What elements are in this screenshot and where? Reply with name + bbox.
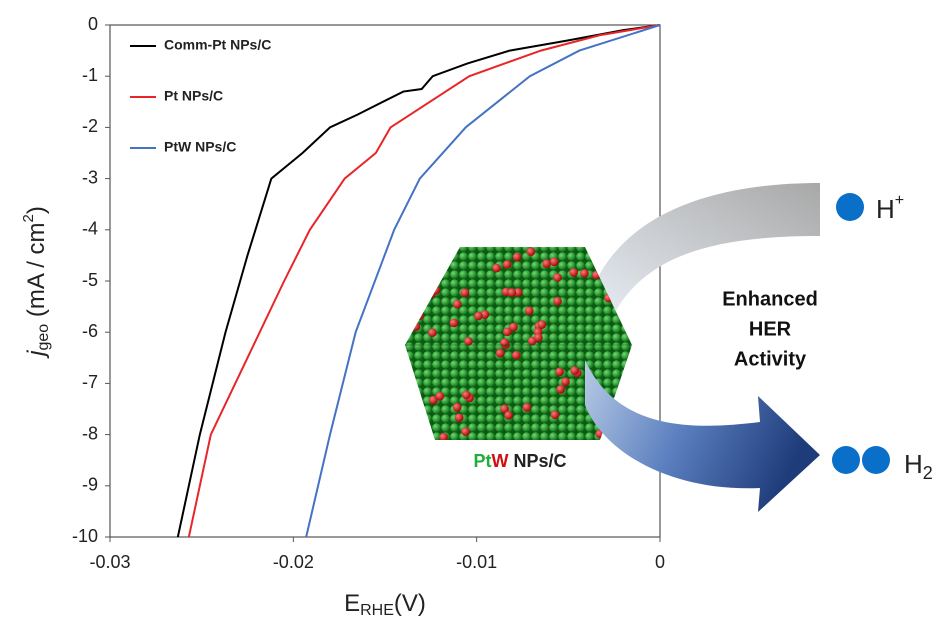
w-atom (555, 367, 564, 377)
activity-line: Activity (734, 348, 807, 370)
plot-area: 0 -1 -2 -3 -4 -5 -6 -7 -8 -9 -10 -0.03 -0.02 -0.01 0 Co… (72, 14, 665, 572)
w-atom (553, 273, 562, 282)
particle-label: PtW NPs/C (473, 451, 566, 471)
w-atom (452, 299, 462, 309)
w-atom (512, 350, 521, 360)
x-tick-label: -0.02 (273, 552, 314, 572)
y-tick-label: -3 (82, 167, 98, 187)
w-atom (524, 306, 534, 316)
legend-label: PtW NPs/C (164, 139, 236, 155)
w-atom (464, 336, 473, 346)
w-atom (406, 272, 415, 282)
hydrogen-icon (862, 446, 890, 474)
w-atom (462, 390, 471, 400)
w-atom (419, 247, 428, 256)
w-atom (405, 388, 412, 398)
w-atom (569, 268, 578, 277)
w-atom (429, 395, 438, 405)
w-atom (534, 333, 543, 342)
w-atom (461, 427, 470, 436)
w-atom (509, 322, 518, 332)
y-tick-label: -9 (82, 475, 98, 495)
series-line (176, 24, 661, 538)
x-tick-label: -0.01 (456, 552, 497, 572)
x-tick-label: -0.03 (89, 552, 130, 572)
w-atom (617, 305, 627, 315)
w-atom (474, 311, 483, 321)
w-atom (438, 247, 447, 252)
legend-label: Pt NPs/C (164, 88, 223, 104)
y-tick-label: -1 (82, 65, 98, 85)
w-atom (428, 328, 437, 338)
hydrogen-icon (832, 446, 860, 474)
w-atom (438, 249, 448, 259)
activity-line: Enhanced (722, 288, 818, 310)
x-axis-title: ERHE(V) (344, 590, 426, 619)
w-atom (415, 311, 424, 320)
w-atom (549, 257, 559, 267)
w-atom (435, 391, 445, 401)
w-atom (439, 432, 448, 440)
y-tick-label: 0 (88, 14, 98, 34)
w-atom (502, 260, 512, 269)
legend-label: Comm-Pt NPs/C (164, 37, 271, 53)
y-tick-label: -6 (82, 321, 98, 341)
y-tick-label: -4 (82, 219, 98, 239)
w-atom (411, 322, 421, 331)
series-line (305, 24, 661, 538)
w-atom (421, 433, 430, 440)
y-tick-label: -10 (72, 526, 98, 546)
w-atom (492, 263, 501, 273)
w-atom (556, 384, 565, 394)
y-tick-label: -2 (82, 116, 98, 136)
w-atom (513, 288, 523, 297)
w-atom (405, 312, 411, 321)
w-atom (550, 410, 560, 420)
proton-icon (836, 193, 864, 221)
y-tick-label: -7 (82, 372, 98, 392)
w-atom (504, 411, 513, 420)
proton-label: H+ (876, 192, 904, 224)
w-atom (500, 338, 509, 347)
hydrogen-label: H2 (904, 449, 933, 483)
w-atom (522, 403, 532, 412)
w-atom (495, 348, 505, 358)
w-atom (418, 421, 428, 431)
reactant-arrow (588, 183, 820, 318)
w-atom (512, 252, 522, 262)
w-atom (580, 269, 589, 278)
series-line (187, 24, 661, 538)
y-tick-label: -5 (82, 270, 98, 290)
y-axis-title: jgeo (mA / cm2) (20, 206, 52, 359)
w-atom (454, 413, 464, 422)
w-atom (570, 366, 579, 375)
w-atom (440, 252, 450, 261)
w-atom (542, 259, 551, 268)
w-atom (526, 247, 536, 256)
w-atom (537, 320, 547, 329)
w-atom (500, 404, 509, 414)
w-atom (452, 402, 462, 412)
product-arrow (585, 360, 820, 512)
w-atom (561, 377, 570, 386)
w-atom (503, 327, 512, 337)
x-tick-label: 0 (655, 552, 665, 572)
activity-line: HER (749, 318, 792, 340)
w-atom (553, 296, 562, 306)
w-atom (460, 288, 470, 297)
w-atom (449, 318, 459, 328)
y-tick-label: -8 (82, 423, 98, 443)
w-atom (507, 288, 517, 297)
w-atom (431, 285, 441, 295)
w-atom (418, 412, 428, 421)
